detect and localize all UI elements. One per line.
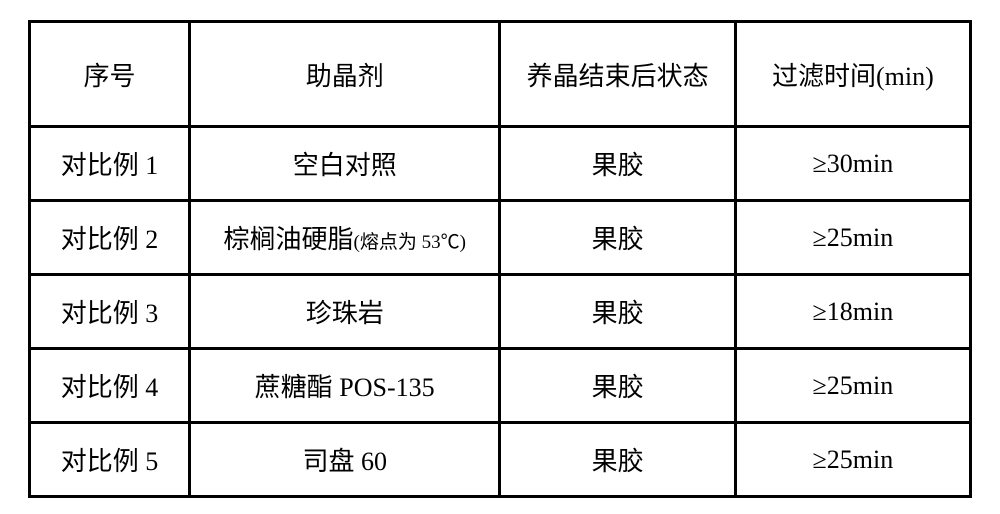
cell-state: 果胶: [500, 349, 735, 423]
agent-text: 空白对照: [293, 151, 397, 180]
cell-time: ≥30min: [735, 127, 970, 201]
header-agent: 助晶剂: [189, 22, 500, 127]
cell-time: ≥18min: [735, 275, 970, 349]
agent-text: 司盘 60: [302, 447, 387, 476]
cell-agent: 蔗糖酯 POS-135: [189, 349, 500, 423]
header-time: 过滤时间(min): [735, 22, 970, 127]
cell-index: 对比例 4: [30, 349, 190, 423]
cell-index: 对比例 5: [30, 423, 190, 497]
cell-agent: 珍珠岩: [189, 275, 500, 349]
cell-agent: 空白对照: [189, 127, 500, 201]
table-row: 对比例 4 蔗糖酯 POS-135 果胶 ≥25min: [30, 349, 971, 423]
cell-index: 对比例 3: [30, 275, 190, 349]
agent-note: (熔点为 53℃): [354, 232, 466, 253]
cell-agent: 司盘 60: [189, 423, 500, 497]
agent-text: 珍珠岩: [306, 299, 384, 328]
header-index: 序号: [30, 22, 190, 127]
table-header-row: 序号 助晶剂 养晶结束后状态 过滤时间(min): [30, 22, 971, 127]
cell-time: ≥25min: [735, 201, 970, 275]
cell-time: ≥25min: [735, 349, 970, 423]
table-row: 对比例 5 司盘 60 果胶 ≥25min: [30, 423, 971, 497]
cell-agent: 棕榈油硬脂(熔点为 53℃): [189, 201, 500, 275]
agent-text: 棕榈油硬脂: [224, 225, 354, 254]
cell-index: 对比例 1: [30, 127, 190, 201]
cell-time: ≥25min: [735, 423, 970, 497]
table-row: 对比例 1 空白对照 果胶 ≥30min: [30, 127, 971, 201]
cell-state: 果胶: [500, 127, 735, 201]
table-row: 对比例 2 棕榈油硬脂(熔点为 53℃) 果胶 ≥25min: [30, 201, 971, 275]
agent-text: 蔗糖酯 POS-135: [255, 373, 435, 402]
header-state: 养晶结束后状态: [500, 22, 735, 127]
data-table-container: 序号 助晶剂 养晶结束后状态 过滤时间(min) 对比例 1 空白对照 果胶 ≥…: [28, 20, 972, 498]
cell-state: 果胶: [500, 275, 735, 349]
table-row: 对比例 3 珍珠岩 果胶 ≥18min: [30, 275, 971, 349]
data-table: 序号 助晶剂 养晶结束后状态 过滤时间(min) 对比例 1 空白对照 果胶 ≥…: [28, 20, 972, 498]
cell-state: 果胶: [500, 423, 735, 497]
cell-index: 对比例 2: [30, 201, 190, 275]
cell-state: 果胶: [500, 201, 735, 275]
